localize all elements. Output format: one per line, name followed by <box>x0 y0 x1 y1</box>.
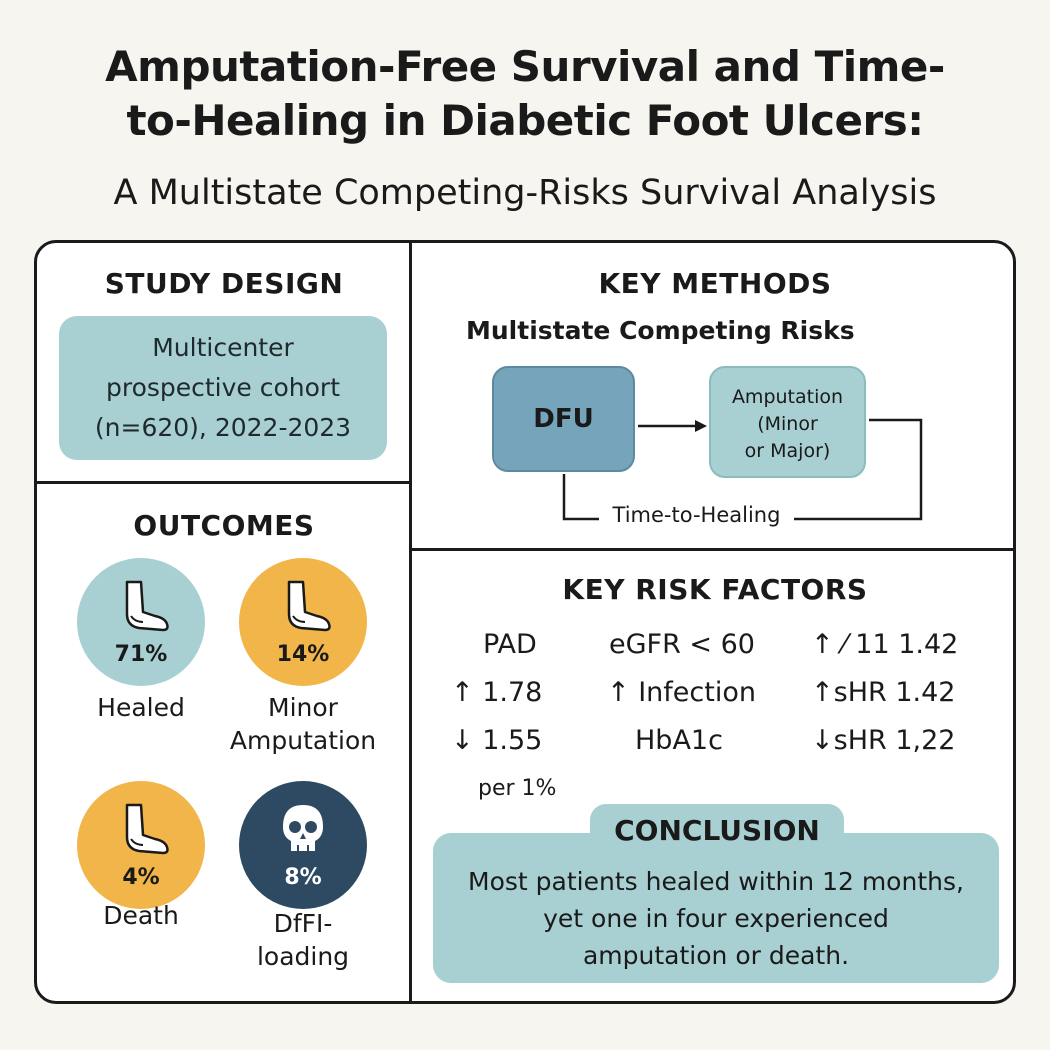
conclusion-box: Most patients healed within 12 months, y… <box>433 833 999 983</box>
poster-subtitle: A Multistate Competing-Risks Survival An… <box>113 173 937 213</box>
risk-egfr-shr: ↑ ⁄ 11 1.42 <box>811 629 959 660</box>
outcome-healed-label-1: Healed <box>97 693 185 722</box>
state-node-dfu: DFU <box>492 366 635 472</box>
title-line-2: to-Healing in Diabetic Foot Ulcers: <box>126 96 924 145</box>
divider-left <box>37 481 411 484</box>
outcome-minor-amputation-label-2: Amputation <box>229 726 377 755</box>
poster-title: Amputation-Free Survival and Time- to-He… <box>0 40 1050 148</box>
arrow-head <box>695 420 707 432</box>
amputation-line-1: Amputation <box>731 386 844 408</box>
content-frame: STUDY DESIGN Multicenter prospective coh… <box>34 240 1016 1004</box>
risk-infection: ↑ Infection <box>607 677 756 708</box>
title-line-1: Amputation-Free Survival and Time- <box>105 42 945 91</box>
key-methods-subheading: Multistate Competing Risks <box>466 316 855 345</box>
foot-icon <box>287 580 331 632</box>
risk-hba1c: HbA1c <box>635 725 723 756</box>
study-design-line-2: prospective cohort <box>105 373 341 402</box>
time-to-healing-label: Time-to-Healing <box>612 503 781 527</box>
study-design-box: Multicenter prospective cohort (n=620), … <box>59 316 387 460</box>
study-design-heading: STUDY DESIGN <box>104 267 344 300</box>
outcome-healed-circle: 71% <box>77 558 205 686</box>
foot-icon <box>125 803 169 855</box>
risk-pad-shr: ↓ 1.55 <box>451 725 543 756</box>
risk-hba1c-shr: ↓sHR 1,22 <box>811 725 956 756</box>
outcome-minor-amputation-label: Minor Amputation <box>208 691 398 757</box>
outcome-dffi-label-2: loading <box>256 942 350 971</box>
outcome-death-pct: 4% <box>122 865 160 890</box>
outcome-healed-pct: 71% <box>114 642 168 667</box>
outcome-death-circle: 4% <box>77 781 205 909</box>
healing-path-left <box>562 474 599 521</box>
risk-factors-heading: KEY RISK FACTORS <box>562 573 868 606</box>
divider-vertical <box>409 243 412 1004</box>
outcomes-heading: OUTCOMES <box>133 509 315 542</box>
conclusion-line-2: yet one in four experienced <box>543 904 889 933</box>
outcome-dffi-label-1: DfFI- <box>273 909 333 938</box>
outcome-dffi-label: DfFI- loading <box>208 907 398 973</box>
transition-arrows <box>562 418 923 521</box>
conclusion-heading: CONCLUSION <box>590 804 844 858</box>
healing-path-right <box>794 418 923 521</box>
divider-right <box>411 548 1016 551</box>
conclusion-line-1: Most patients healed within 12 months, <box>468 867 964 896</box>
risk-pad: PAD <box>483 629 537 660</box>
amputation-line-2: (Minor <box>757 413 818 435</box>
study-design-line-1: Multicenter <box>152 333 294 362</box>
outcome-death-label: Death <box>46 899 236 932</box>
study-design-line-3: (n=620), 2022-2023 <box>94 413 352 442</box>
skull-icon <box>283 805 323 851</box>
outcome-death-label-1: Death <box>103 901 179 930</box>
outcome-minor-amputation-label-1: Minor <box>268 693 338 722</box>
outcome-dffi-pct: 8% <box>284 865 322 890</box>
key-methods-heading: KEY METHODS <box>598 267 832 300</box>
outcome-minor-amputation-pct: 14% <box>276 642 330 667</box>
risk-egfr: eGFR < 60 <box>609 629 755 660</box>
conclusion-line-3: amputation or death. <box>582 941 850 970</box>
risk-per-unit: per 1% <box>478 776 557 801</box>
risk-infection-shr: ↑sHR 1.42 <box>811 677 956 708</box>
outcome-dffi-circle: 8% <box>239 781 367 909</box>
amputation-line-3: or Major) <box>744 440 831 462</box>
foot-icon <box>125 580 169 632</box>
outcome-minor-amputation-circle: 14% <box>239 558 367 686</box>
risk-pad-hr: ↑ 1.78 <box>451 677 543 708</box>
outcome-healed-label: Healed <box>46 691 236 724</box>
state-node-amputation: Amputation (Minor or Major) <box>709 366 866 478</box>
